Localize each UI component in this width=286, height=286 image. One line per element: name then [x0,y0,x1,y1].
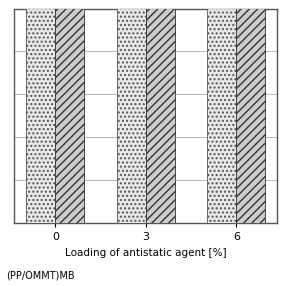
Bar [146,0,175,223]
Bar [26,0,55,223]
X-axis label: Loading of antistatic agent [%]: Loading of antistatic agent [%] [65,248,227,258]
Bar [207,0,237,223]
Bar [237,0,265,223]
Bar [117,0,146,223]
Text: (PP/OMMT)MB: (PP/OMMT)MB [6,270,74,280]
Bar [55,0,84,223]
